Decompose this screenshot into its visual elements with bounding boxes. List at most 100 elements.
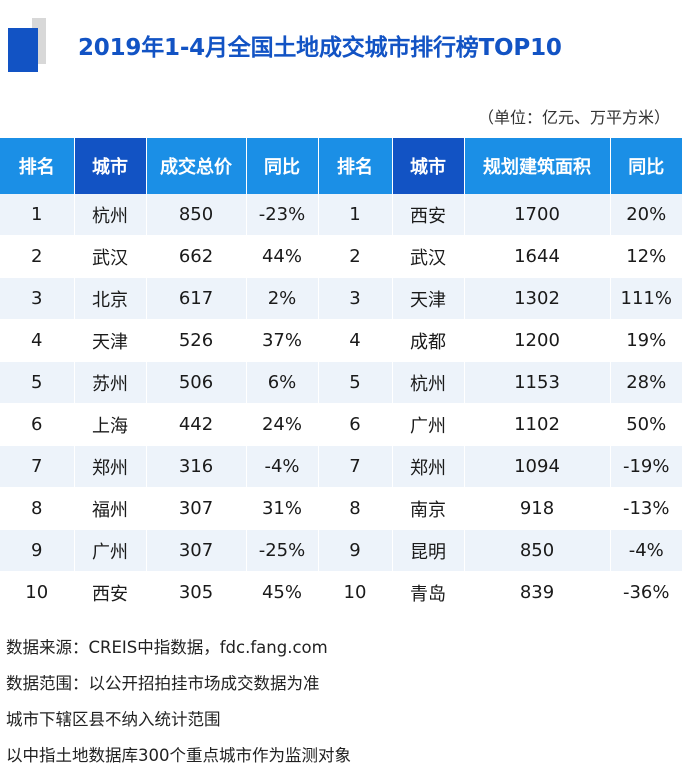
table-row: 6 上海 442 24% 6 广州 1102 50% (0, 403, 682, 446)
table-cell: 郑州 (392, 445, 465, 488)
table-cell: 成都 (392, 319, 465, 362)
table-cell: 西安 (74, 571, 147, 614)
table-row: 9 广州 307 -25% 9 昆明 850 -4% (0, 529, 682, 572)
table-header-row: 排名 城市 成交总价 同比 排名 城市 规划建筑面积 同比 (0, 138, 682, 194)
table-cell: 福州 (74, 487, 147, 530)
table-row: 3 北京 617 2% 3 天津 1302 111% (0, 277, 682, 320)
logo-block (8, 28, 38, 72)
column-header: 规划建筑面积 (464, 138, 611, 194)
table-cell: 45% (246, 571, 319, 614)
table-cell: 305 (146, 571, 247, 614)
table-row: 8 福州 307 31% 8 南京 918 -13% (0, 487, 682, 530)
footer-line: 以中指土地数据库300个重点城市作为监测对象 (6, 746, 351, 765)
table-cell: 1153 (464, 361, 611, 404)
table-cell: 1700 (464, 194, 611, 236)
page-title: 2019年1-4月全国土地成交城市排行榜TOP10 (78, 35, 562, 61)
table-cell: 2% (246, 277, 319, 320)
table-cell: 526 (146, 319, 247, 362)
table-cell: 1102 (464, 403, 611, 446)
table-cell: 3 (0, 277, 75, 320)
table-cell: -4% (610, 529, 682, 572)
table-cell: 442 (146, 403, 247, 446)
table-cell: 28% (610, 361, 682, 404)
table-cell: 6% (246, 361, 319, 404)
table-row: 1 杭州 850 -23% 1 西安 1700 20% (0, 194, 682, 236)
table-cell: 850 (464, 529, 611, 572)
table-cell: 南京 (392, 487, 465, 530)
table-cell: -23% (246, 194, 319, 236)
table-row: 4 天津 526 37% 4 成都 1200 19% (0, 319, 682, 362)
table-cell: 杭州 (74, 194, 147, 236)
table-cell: 316 (146, 445, 247, 488)
table-cell: 1 (318, 194, 393, 236)
table-row: 2 武汉 662 44% 2 武汉 1644 12% (0, 235, 682, 278)
table-cell: 5 (318, 361, 393, 404)
table-cell: 1 (0, 194, 75, 236)
table-row: 5 苏州 506 6% 5 杭州 1153 28% (0, 361, 682, 404)
table-cell: 7 (318, 445, 393, 488)
table-cell: 2 (0, 235, 75, 278)
table-cell: 1200 (464, 319, 611, 362)
table-cell: 307 (146, 487, 247, 530)
table-cell: 918 (464, 487, 611, 530)
table-cell: 天津 (74, 319, 147, 362)
table-cell: 24% (246, 403, 319, 446)
header: 2019年1-4月全国土地成交城市排行榜TOP10 (0, 0, 682, 90)
table-cell: 西安 (392, 194, 465, 236)
table-cell: 7 (0, 445, 75, 488)
footer-line: 城市下辖区县不纳入统计范围 (6, 710, 221, 729)
table-cell: 广州 (392, 403, 465, 446)
column-header: 排名 (318, 138, 393, 194)
table-cell: -19% (610, 445, 682, 488)
table-cell: 44% (246, 235, 319, 278)
table-cell: 20% (610, 194, 682, 236)
table-cell: -4% (246, 445, 319, 488)
table-cell: 839 (464, 571, 611, 614)
table-cell: 北京 (74, 277, 147, 320)
table-cell: 8 (318, 487, 393, 530)
column-header: 排名 (0, 138, 75, 194)
ranking-table: 排名 城市 成交总价 同比 排名 城市 规划建筑面积 同比 1 杭州 850 -23% 1 西安 1700… (0, 138, 682, 614)
table-cell: 4 (0, 319, 75, 362)
table-cell: 6 (0, 403, 75, 446)
table-cell: 506 (146, 361, 247, 404)
table-cell: 8 (0, 487, 75, 530)
table-cell: -13% (610, 487, 682, 530)
table-row: 7 郑州 316 -4% 7 郑州 1094 -19% (0, 445, 682, 488)
table-cell: 111% (610, 277, 682, 320)
table-cell: 上海 (74, 403, 147, 446)
table-row: 10 西安 305 45% 10 青岛 839 -36% (0, 571, 682, 614)
table-cell: 37% (246, 319, 319, 362)
footer-notes: 数据来源：CREIS中指数据，fdc.fang.com 数据范围：以公开招拍挂市场… (6, 630, 351, 774)
table-cell: 杭州 (392, 361, 465, 404)
table-cell: 850 (146, 194, 247, 236)
column-header: 城市 (392, 138, 465, 194)
table-cell: 昆明 (392, 529, 465, 572)
table-cell: 武汉 (74, 235, 147, 278)
table-cell: 9 (318, 529, 393, 572)
unit-note: （单位：亿元、万平方米） (477, 108, 670, 127)
column-header: 同比 (246, 138, 319, 194)
table-cell: 郑州 (74, 445, 147, 488)
table-cell: 19% (610, 319, 682, 362)
footer-line: 数据来源：CREIS中指数据，fdc.fang.com (6, 638, 328, 657)
table-cell: 31% (246, 487, 319, 530)
table-cell: 5 (0, 361, 75, 404)
table-cell: -25% (246, 529, 319, 572)
table-cell: 617 (146, 277, 247, 320)
table-cell: 广州 (74, 529, 147, 572)
table-cell: 2 (318, 235, 393, 278)
table-cell: 3 (318, 277, 393, 320)
table-cell: 1094 (464, 445, 611, 488)
column-header: 成交总价 (146, 138, 247, 194)
column-header: 城市 (74, 138, 147, 194)
table-cell: 10 (318, 571, 393, 614)
table-cell: 50% (610, 403, 682, 446)
table-cell: 天津 (392, 277, 465, 320)
column-header: 同比 (610, 138, 682, 194)
table-cell: -36% (610, 571, 682, 614)
table-cell: 10 (0, 571, 75, 614)
table-cell: 307 (146, 529, 247, 572)
table-body: 1 杭州 850 -23% 1 西安 1700 20% 2 武汉 662 44% 2 武汉 1644 12% 3… (0, 194, 682, 614)
table-cell: 12% (610, 235, 682, 278)
